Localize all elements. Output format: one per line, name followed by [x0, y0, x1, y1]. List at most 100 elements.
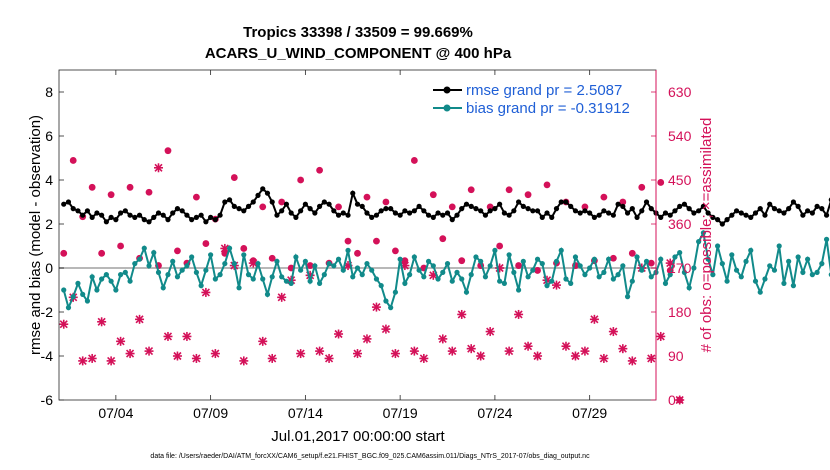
x-tick-label: 07/24	[477, 405, 512, 421]
rmse-point	[283, 201, 290, 207]
rmse-point	[127, 212, 133, 218]
possible-point	[145, 188, 153, 196]
possible-point	[429, 191, 437, 199]
rmse-point	[165, 217, 171, 223]
legend-bias-label: bias grand pr = -0.31912	[466, 100, 630, 117]
bias-point	[165, 272, 171, 278]
rmse-point	[468, 203, 474, 209]
assimilated-point	[381, 324, 391, 334]
bias-point	[65, 305, 72, 311]
bias-point	[767, 263, 773, 269]
rmse-point	[549, 214, 555, 220]
rmse-point	[809, 210, 815, 216]
y-tick-label: 4	[45, 172, 53, 188]
rmse-point	[800, 212, 806, 218]
possible-point	[363, 193, 371, 201]
possible-point	[335, 203, 342, 211]
y-tick-label: 0	[45, 260, 53, 276]
rmse-point	[245, 203, 252, 209]
possible-point	[344, 237, 352, 245]
rmse-point	[520, 203, 526, 209]
bias-point	[279, 274, 285, 280]
possible-point	[486, 203, 494, 211]
rmse-point	[61, 201, 67, 207]
rmse-point	[184, 212, 190, 218]
bias-point	[482, 274, 489, 280]
bias-point	[307, 278, 313, 284]
bias-point	[719, 261, 725, 267]
bias-point	[563, 276, 569, 282]
bias-point	[103, 272, 109, 278]
bias-point	[222, 261, 228, 267]
rmse-point	[103, 219, 109, 225]
rmse-point	[141, 217, 147, 223]
assimilated-point	[627, 356, 637, 366]
bias-point	[634, 254, 640, 260]
assimilated-point	[514, 309, 524, 319]
bias-point	[421, 274, 427, 280]
rmse-point	[260, 186, 266, 192]
rmse-point	[335, 212, 342, 218]
rmse-point	[634, 214, 640, 220]
bias-point	[681, 269, 688, 275]
rmse-point	[421, 208, 427, 214]
rmse-point	[497, 201, 503, 207]
bias-point	[672, 254, 678, 260]
y-tick-label: -6	[41, 392, 54, 408]
bias-point	[141, 245, 147, 251]
bias-point	[245, 272, 252, 278]
bias-point	[696, 239, 702, 245]
rmse-point	[681, 201, 688, 207]
rmse-point	[208, 214, 214, 220]
bias-point	[752, 278, 759, 284]
bias-point	[549, 278, 555, 284]
bias-point	[80, 291, 86, 297]
rmse-point	[454, 212, 460, 218]
bias-point	[75, 280, 81, 286]
bias-point	[572, 254, 579, 260]
bias-point	[700, 230, 706, 236]
bias-point	[269, 274, 275, 280]
rmse-point	[563, 199, 569, 205]
bias-point	[288, 280, 294, 286]
rmse-point	[444, 210, 451, 216]
rmse-point	[146, 219, 152, 225]
rmse-point	[757, 206, 763, 212]
rmse-point	[430, 214, 436, 220]
y-tick-label: 8	[45, 84, 53, 100]
rmse-point	[407, 210, 413, 216]
possible-point	[174, 247, 181, 255]
bias-point	[629, 278, 635, 284]
bias-point	[198, 283, 204, 289]
rmse-point	[298, 208, 304, 214]
x-tick-label: 07/04	[98, 405, 133, 421]
rmse-point	[568, 203, 574, 209]
assimilated-point	[87, 353, 97, 363]
bias-point	[373, 276, 380, 282]
bias-point	[515, 287, 522, 293]
rmse-point	[710, 214, 716, 220]
rmse-point	[288, 210, 294, 216]
y-axis-label: rmse and bias (model - observation)	[27, 115, 44, 355]
bias-point	[624, 294, 631, 300]
bias-point	[497, 278, 503, 284]
bias-point	[411, 254, 417, 260]
rmse-point	[577, 210, 583, 216]
bias-point	[596, 274, 602, 280]
possible-point	[439, 235, 447, 243]
rmse-point	[117, 210, 124, 216]
rmse-point	[378, 208, 384, 214]
bias-point	[757, 289, 763, 295]
rmse-point	[307, 206, 313, 212]
legend-bias-marker	[443, 104, 451, 112]
assimilated-point	[182, 331, 192, 341]
bias-point	[686, 285, 692, 291]
bias-point	[108, 278, 114, 284]
assimilated-point	[106, 356, 116, 366]
rmse-point	[99, 212, 105, 218]
bias-point	[364, 261, 370, 267]
rmse-point	[814, 203, 820, 209]
bias-point	[748, 247, 754, 253]
possible-point	[297, 176, 305, 184]
